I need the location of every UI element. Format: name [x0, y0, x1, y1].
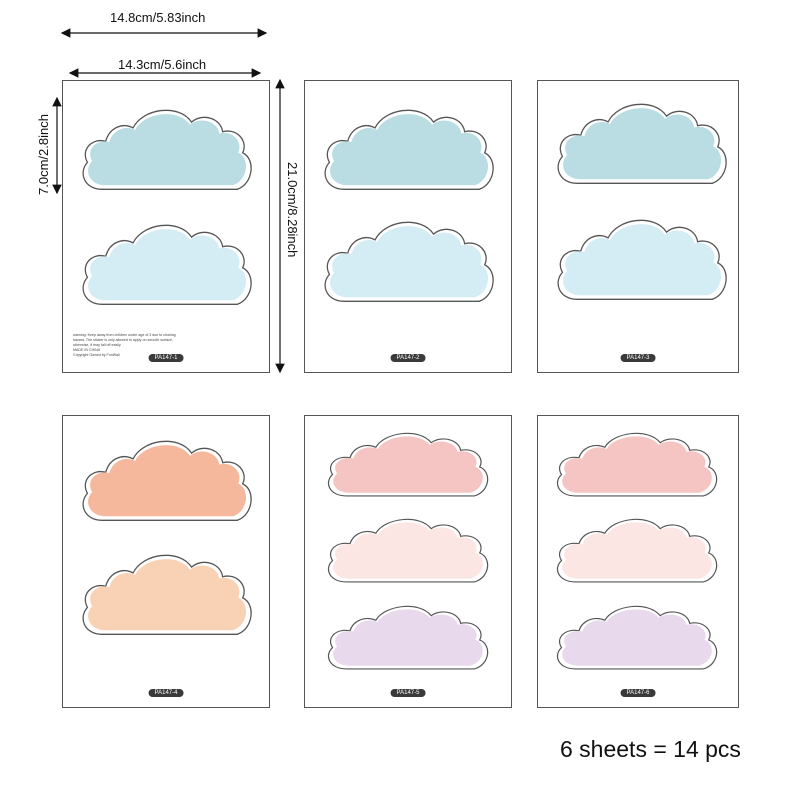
cloud-sticker: [313, 101, 503, 202]
outer-width-label: 14.8cm/5.83inch: [110, 10, 206, 25]
cloud-sticker: [546, 95, 736, 196]
sheet-code: PA147-3: [620, 354, 656, 362]
cloud-sticker: [71, 101, 261, 202]
sheet-4: PA147-4: [62, 415, 270, 708]
cloud-sticker: [317, 426, 497, 507]
cloud-sticker: [546, 426, 726, 507]
cloud-sticker: [71, 432, 261, 533]
sheet-1: warning: Keep away from children under a…: [62, 80, 270, 373]
sticker-height-label: 7.0cm/2.8inch: [36, 114, 51, 195]
cloud-sticker: [546, 211, 736, 312]
sheet-code: PA147-5: [390, 689, 426, 697]
cloud-sticker: [546, 599, 726, 680]
sheet-5: PA147-5: [304, 415, 512, 708]
sheet-count-text: 6 sheets = 14 pcs: [560, 736, 741, 762]
inner-width-label: 14.3cm/5.6inch: [118, 57, 207, 72]
sheet-code: PA147-2: [390, 354, 426, 362]
cloud-sticker: [71, 216, 261, 317]
sheet-3: PA147-3: [537, 80, 739, 373]
sheet-6: PA147-6: [537, 415, 739, 708]
sheet-height-label: 21.0cm/8.28inch: [285, 162, 300, 258]
sheet-code: PA147-1: [148, 354, 184, 362]
cloud-sticker: [317, 599, 497, 680]
sheet-code: PA147-4: [148, 689, 184, 697]
cloud-sticker: [71, 546, 261, 647]
sheet-2: PA147-2: [304, 80, 512, 373]
cloud-sticker: [546, 512, 726, 593]
warning-text: warning: Keep away from children under a…: [73, 333, 176, 357]
sheet-code: PA147-6: [620, 689, 656, 697]
cloud-sticker: [313, 213, 503, 314]
cloud-sticker: [317, 512, 497, 593]
